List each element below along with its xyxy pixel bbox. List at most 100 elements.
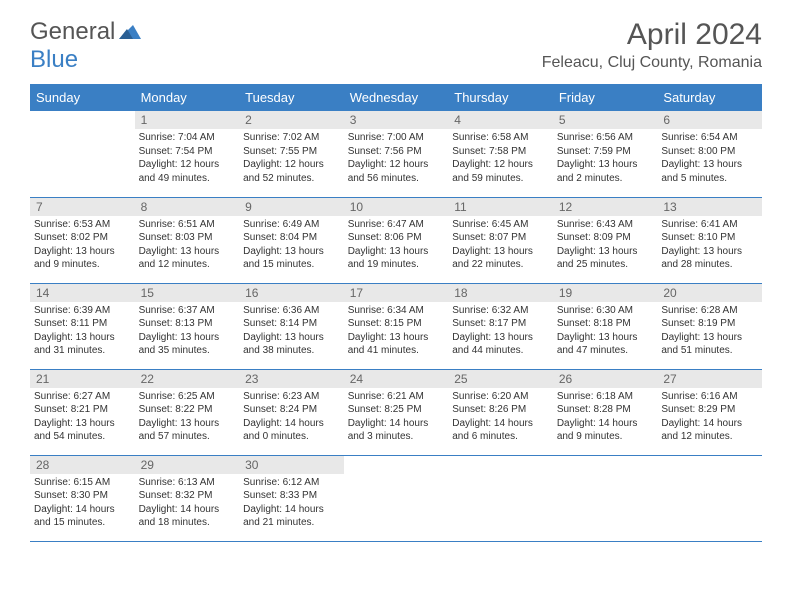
calendar-day-cell: 2Sunrise: 7:02 AMSunset: 7:55 PMDaylight… <box>239 111 344 197</box>
day-number: 25 <box>448 370 553 388</box>
sunset-text: Sunset: 8:13 PM <box>139 317 236 331</box>
day-details: Sunrise: 6:47 AMSunset: 8:06 PMDaylight:… <box>344 216 449 276</box>
sunrise-text: Sunrise: 6:56 AM <box>557 131 654 145</box>
day-number: 2 <box>239 111 344 129</box>
day-number: 3 <box>344 111 449 129</box>
daylight-text: Daylight: 13 hours and 2 minutes. <box>557 158 654 185</box>
day-details: Sunrise: 6:18 AMSunset: 8:28 PMDaylight:… <box>553 388 658 448</box>
day-details: Sunrise: 6:20 AMSunset: 8:26 PMDaylight:… <box>448 388 553 448</box>
calendar-day-cell <box>657 455 762 541</box>
day-number: 26 <box>553 370 658 388</box>
calendar-table: Sunday Monday Tuesday Wednesday Thursday… <box>30 84 762 542</box>
sunrise-text: Sunrise: 6:43 AM <box>557 218 654 232</box>
sunset-text: Sunset: 7:54 PM <box>139 145 236 159</box>
calendar-day-cell: 29Sunrise: 6:13 AMSunset: 8:32 PMDayligh… <box>135 455 240 541</box>
day-number <box>657 456 762 474</box>
daylight-text: Daylight: 12 hours and 49 minutes. <box>139 158 236 185</box>
day-number <box>344 456 449 474</box>
daylight-text: Daylight: 13 hours and 25 minutes. <box>557 245 654 272</box>
sunset-text: Sunset: 8:10 PM <box>661 231 758 245</box>
sunset-text: Sunset: 8:09 PM <box>557 231 654 245</box>
daylight-text: Daylight: 13 hours and 47 minutes. <box>557 331 654 358</box>
location-subtitle: Feleacu, Cluj County, Romania <box>542 54 762 72</box>
daylight-text: Daylight: 13 hours and 31 minutes. <box>34 331 131 358</box>
sunrise-text: Sunrise: 6:18 AM <box>557 390 654 404</box>
daylight-text: Daylight: 13 hours and 5 minutes. <box>661 158 758 185</box>
day-details: Sunrise: 6:51 AMSunset: 8:03 PMDaylight:… <box>135 216 240 276</box>
sunrise-text: Sunrise: 6:21 AM <box>348 390 445 404</box>
daylight-text: Daylight: 13 hours and 54 minutes. <box>34 417 131 444</box>
calendar-day-cell: 6Sunrise: 6:54 AMSunset: 8:00 PMDaylight… <box>657 111 762 197</box>
calendar-day-cell: 22Sunrise: 6:25 AMSunset: 8:22 PMDayligh… <box>135 369 240 455</box>
sunrise-text: Sunrise: 7:00 AM <box>348 131 445 145</box>
sunrise-text: Sunrise: 6:39 AM <box>34 304 131 318</box>
day-details: Sunrise: 6:27 AMSunset: 8:21 PMDaylight:… <box>30 388 135 448</box>
sunrise-text: Sunrise: 6:47 AM <box>348 218 445 232</box>
sunset-text: Sunset: 8:28 PM <box>557 403 654 417</box>
day-details: Sunrise: 6:34 AMSunset: 8:15 PMDaylight:… <box>344 302 449 362</box>
day-details: Sunrise: 7:02 AMSunset: 7:55 PMDaylight:… <box>239 129 344 189</box>
daylight-text: Daylight: 13 hours and 15 minutes. <box>243 245 340 272</box>
sunrise-text: Sunrise: 6:15 AM <box>34 476 131 490</box>
sunrise-text: Sunrise: 6:36 AM <box>243 304 340 318</box>
sunset-text: Sunset: 8:26 PM <box>452 403 549 417</box>
sunrise-text: Sunrise: 6:27 AM <box>34 390 131 404</box>
sunset-text: Sunset: 8:33 PM <box>243 489 340 503</box>
sunset-text: Sunset: 8:02 PM <box>34 231 131 245</box>
daylight-text: Daylight: 13 hours and 12 minutes. <box>139 245 236 272</box>
weekday-header: Monday <box>135 84 240 111</box>
calendar-day-cell <box>30 111 135 197</box>
title-block: April 2024 Feleacu, Cluj County, Romania <box>542 18 762 72</box>
sunset-text: Sunset: 8:15 PM <box>348 317 445 331</box>
day-details: Sunrise: 7:00 AMSunset: 7:56 PMDaylight:… <box>344 129 449 189</box>
sunrise-text: Sunrise: 6:16 AM <box>661 390 758 404</box>
day-number <box>448 456 553 474</box>
calendar-day-cell: 14Sunrise: 6:39 AMSunset: 8:11 PMDayligh… <box>30 283 135 369</box>
calendar-day-cell: 10Sunrise: 6:47 AMSunset: 8:06 PMDayligh… <box>344 197 449 283</box>
calendar-day-cell: 1Sunrise: 7:04 AMSunset: 7:54 PMDaylight… <box>135 111 240 197</box>
daylight-text: Daylight: 13 hours and 38 minutes. <box>243 331 340 358</box>
day-number: 6 <box>657 111 762 129</box>
day-details: Sunrise: 6:58 AMSunset: 7:58 PMDaylight:… <box>448 129 553 189</box>
weekday-header: Sunday <box>30 84 135 111</box>
calendar-day-cell: 15Sunrise: 6:37 AMSunset: 8:13 PMDayligh… <box>135 283 240 369</box>
sunrise-text: Sunrise: 6:20 AM <box>452 390 549 404</box>
day-details: Sunrise: 6:36 AMSunset: 8:14 PMDaylight:… <box>239 302 344 362</box>
day-number: 16 <box>239 284 344 302</box>
day-number: 13 <box>657 198 762 216</box>
day-number: 28 <box>30 456 135 474</box>
daylight-text: Daylight: 14 hours and 6 minutes. <box>452 417 549 444</box>
weekday-header: Friday <box>553 84 658 111</box>
day-details: Sunrise: 6:39 AMSunset: 8:11 PMDaylight:… <box>30 302 135 362</box>
sunset-text: Sunset: 8:30 PM <box>34 489 131 503</box>
calendar-day-cell <box>553 455 658 541</box>
sunrise-text: Sunrise: 6:49 AM <box>243 218 340 232</box>
sunset-text: Sunset: 8:00 PM <box>661 145 758 159</box>
sunrise-text: Sunrise: 6:53 AM <box>34 218 131 232</box>
day-details: Sunrise: 6:56 AMSunset: 7:59 PMDaylight:… <box>553 129 658 189</box>
calendar-day-cell <box>344 455 449 541</box>
day-number <box>30 111 135 129</box>
day-details: Sunrise: 6:16 AMSunset: 8:29 PMDaylight:… <box>657 388 762 448</box>
sunrise-text: Sunrise: 7:04 AM <box>139 131 236 145</box>
calendar-week-row: 14Sunrise: 6:39 AMSunset: 8:11 PMDayligh… <box>30 283 762 369</box>
day-details: Sunrise: 6:28 AMSunset: 8:19 PMDaylight:… <box>657 302 762 362</box>
calendar-week-row: 7Sunrise: 6:53 AMSunset: 8:02 PMDaylight… <box>30 197 762 283</box>
weekday-header: Thursday <box>448 84 553 111</box>
day-number: 24 <box>344 370 449 388</box>
sunset-text: Sunset: 8:21 PM <box>34 403 131 417</box>
day-number: 17 <box>344 284 449 302</box>
day-number: 14 <box>30 284 135 302</box>
sunset-text: Sunset: 8:32 PM <box>139 489 236 503</box>
sunrise-text: Sunrise: 6:58 AM <box>452 131 549 145</box>
calendar-day-cell: 11Sunrise: 6:45 AMSunset: 8:07 PMDayligh… <box>448 197 553 283</box>
day-number: 21 <box>30 370 135 388</box>
sunrise-text: Sunrise: 6:45 AM <box>452 218 549 232</box>
sunset-text: Sunset: 7:59 PM <box>557 145 654 159</box>
calendar-week-row: 21Sunrise: 6:27 AMSunset: 8:21 PMDayligh… <box>30 369 762 455</box>
day-details: Sunrise: 6:25 AMSunset: 8:22 PMDaylight:… <box>135 388 240 448</box>
daylight-text: Daylight: 12 hours and 56 minutes. <box>348 158 445 185</box>
calendar-day-cell: 13Sunrise: 6:41 AMSunset: 8:10 PMDayligh… <box>657 197 762 283</box>
daylight-text: Daylight: 14 hours and 0 minutes. <box>243 417 340 444</box>
day-details: Sunrise: 6:13 AMSunset: 8:32 PMDaylight:… <box>135 474 240 534</box>
